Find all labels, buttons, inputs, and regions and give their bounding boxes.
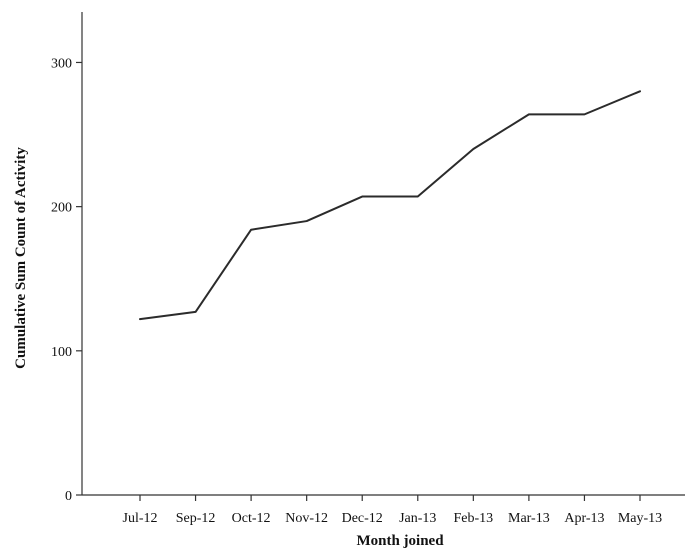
x-tick-label: Jan-13	[399, 511, 436, 526]
axes	[81, 12, 685, 496]
y-tick-label: 100	[51, 345, 72, 360]
x-axis-title: Month joined	[356, 533, 444, 549]
x-tick-label: Dec-12	[342, 511, 383, 526]
x-tick-label: Oct-12	[232, 511, 271, 526]
y-tick-label: 200	[51, 201, 72, 216]
x-axis-ticks: Jul-12 Sep-12 Oct-12 Nov-12 Dec-12 Jan-13 Feb-…	[123, 495, 662, 526]
series-group	[139, 90, 641, 321]
y-tick-label: 0	[65, 489, 72, 504]
y-axis-title: Cumulative Sum Count of Activity	[13, 147, 29, 369]
y-tick-label: 300	[51, 56, 72, 71]
x-tick-label: May-13	[618, 511, 662, 526]
x-tick-label: Mar-13	[508, 511, 550, 526]
x-tick-label: Nov-12	[285, 511, 328, 526]
series-line	[139, 90, 641, 321]
x-tick-label: Apr-13	[564, 511, 604, 526]
x-tick-label: Jul-12	[123, 511, 158, 526]
x-tick-label: Feb-13	[453, 511, 493, 526]
y-axis-ticks: 0 100 200 300	[51, 56, 82, 504]
x-tick-label: Sep-12	[176, 511, 216, 526]
